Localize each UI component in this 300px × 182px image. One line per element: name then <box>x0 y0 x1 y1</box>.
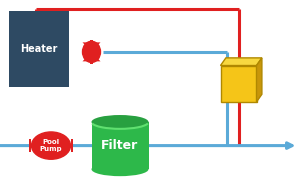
Bar <box>9 11 69 87</box>
Polygon shape <box>256 58 262 102</box>
Ellipse shape <box>32 132 70 159</box>
Bar <box>29 139 31 153</box>
Text: Pool
Pump: Pool Pump <box>40 139 62 152</box>
Polygon shape <box>220 58 262 66</box>
Bar <box>71 139 73 153</box>
Bar <box>90 61 93 64</box>
Bar <box>92 122 148 169</box>
Ellipse shape <box>92 162 148 176</box>
Polygon shape <box>82 42 100 52</box>
Bar <box>90 40 93 42</box>
Ellipse shape <box>92 115 148 129</box>
Polygon shape <box>82 52 100 61</box>
Bar <box>220 66 256 102</box>
Ellipse shape <box>82 41 100 62</box>
Text: Filter: Filter <box>101 139 139 152</box>
Text: Heater: Heater <box>20 44 58 54</box>
